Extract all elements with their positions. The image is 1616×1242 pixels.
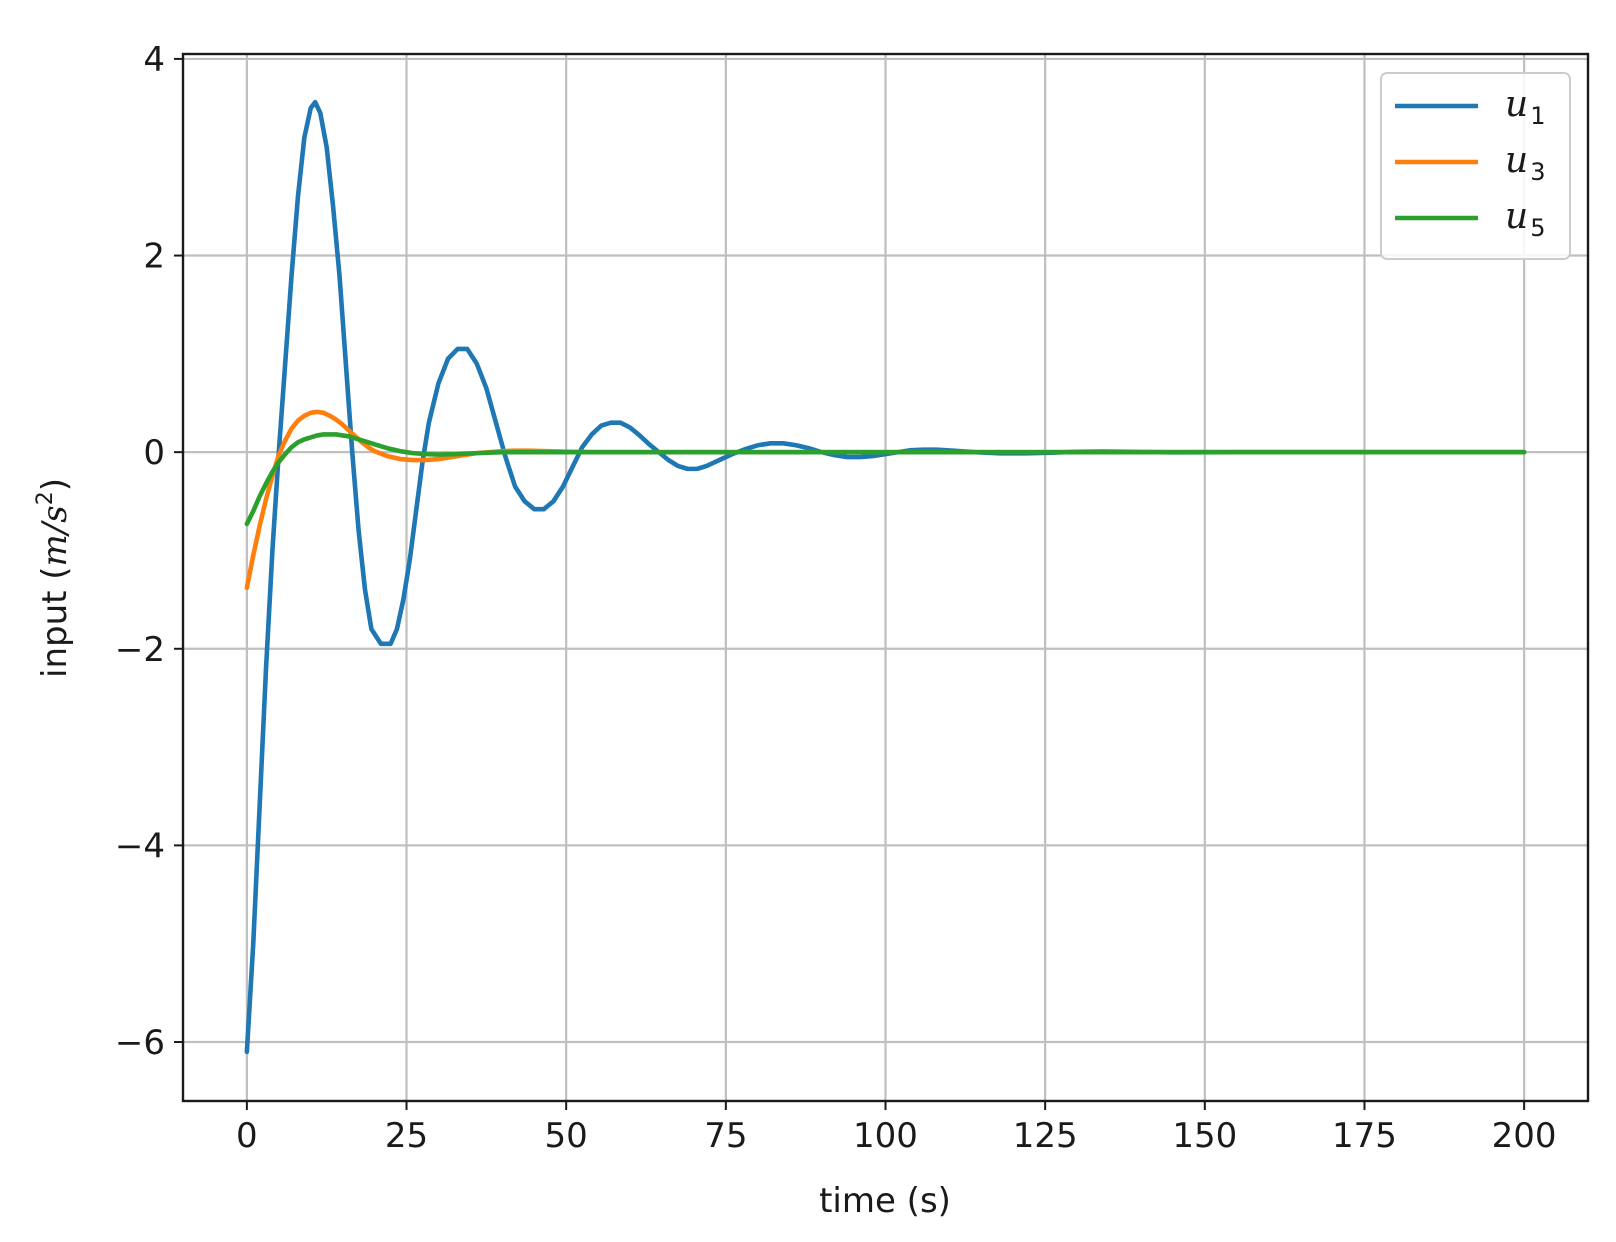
x-tick-label: 175 xyxy=(1332,1116,1397,1156)
y-axis-label-var: m/s xyxy=(35,505,75,566)
x-tick-label: 75 xyxy=(704,1116,747,1156)
x-tick-label: 125 xyxy=(1013,1116,1078,1156)
x-tick-label: 150 xyxy=(1172,1116,1237,1156)
axis-ticks: 0 25 50 75 100 125 150 175 200 −6 −4 −2 0 2 4 xyxy=(115,40,1557,1156)
series-line-u5 xyxy=(244,432,1527,527)
y-tick-label: −2 xyxy=(115,630,165,670)
legend-label-u3: u3 xyxy=(1505,140,1545,186)
y-axis-label-post: ) xyxy=(35,478,75,491)
y-axis-label-pre: input ( xyxy=(35,566,75,678)
x-tick-label: 25 xyxy=(385,1116,428,1156)
y-tick-label: −4 xyxy=(115,826,165,866)
x-tick-label: 50 xyxy=(545,1116,588,1156)
legend-label-u1: u1 xyxy=(1505,84,1545,130)
x-tick-label: 100 xyxy=(853,1116,918,1156)
legend-label-u5: u5 xyxy=(1505,196,1545,242)
y-axis-label-sup: 2 xyxy=(33,491,58,505)
legend: u1 u3 u5 xyxy=(1380,72,1571,260)
y-tick-label: −6 xyxy=(115,1023,165,1063)
x-axis-label: time (s) xyxy=(819,1181,951,1221)
y-axis-label: input (m/s2) xyxy=(33,478,75,678)
y-tick-label: 2 xyxy=(143,237,165,277)
legend-box xyxy=(1380,72,1571,260)
x-tick-label: 200 xyxy=(1492,1116,1557,1156)
x-tick-label: 0 xyxy=(236,1116,258,1156)
y-tick-label: 4 xyxy=(143,40,165,80)
series-lines xyxy=(244,99,1527,1055)
y-tick-label: 0 xyxy=(143,433,165,473)
